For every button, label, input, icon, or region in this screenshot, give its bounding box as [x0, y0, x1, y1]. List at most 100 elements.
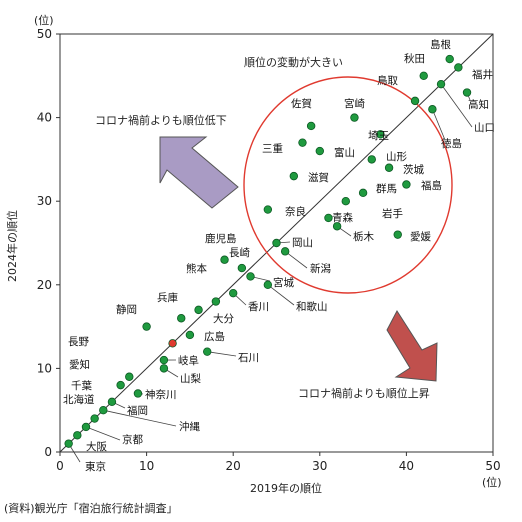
- point-label: 茨城: [403, 163, 424, 176]
- leader-line: [207, 351, 237, 357]
- point-label: 新潟: [310, 262, 331, 275]
- point-label: 三重: [262, 142, 283, 155]
- data-point-香川: [228, 288, 238, 298]
- point-label: 奈良: [285, 205, 306, 218]
- data-point-徳島: [428, 105, 437, 114]
- x-tick-label: 50: [485, 459, 500, 473]
- x-tick-label: 10: [139, 459, 154, 473]
- y-tick-label: 20: [37, 278, 52, 292]
- point-label: 岩手: [382, 207, 403, 220]
- data-point-静岡: [142, 322, 151, 331]
- y-tick-label: 10: [37, 361, 52, 375]
- point-label: 徳島: [441, 137, 462, 150]
- leader-line: [85, 426, 121, 441]
- x-axis-unit: (位): [482, 475, 502, 489]
- source-note: (資料)観光庁「宿泊旅行統計調査」: [4, 501, 178, 515]
- point-label: 長崎: [229, 246, 250, 259]
- data-point-佐賀: [306, 121, 316, 131]
- data-point-愛知: [125, 372, 134, 381]
- data-point-宮城: [246, 272, 255, 281]
- data-point-滋賀: [289, 171, 299, 181]
- data-point-大阪: [73, 431, 82, 440]
- data-point-北海道: [90, 414, 99, 423]
- point-label: 山梨: [180, 372, 201, 385]
- point-label: 鹿児島: [205, 232, 237, 245]
- point-label: 大阪: [86, 440, 107, 453]
- data-point-福島: [402, 180, 411, 189]
- point-label: 兵庫: [157, 291, 178, 304]
- point-label: 佐賀: [291, 97, 312, 110]
- point-label: 岐阜: [178, 354, 199, 367]
- point-label: 和歌山: [296, 300, 328, 313]
- x-tick-label: 0: [56, 459, 64, 473]
- point-label: 富山: [334, 146, 355, 159]
- circle-annotation: 順位の変動が大きい: [244, 55, 343, 69]
- data-point-岡山: [272, 238, 281, 248]
- point-label: 愛媛: [410, 230, 431, 243]
- rank-down-annotation: コロナ禍前よりも順位低下: [95, 113, 227, 127]
- point-label: 山口: [474, 122, 495, 134]
- data-point-長崎: [237, 263, 247, 273]
- data-point-三重: [298, 138, 307, 147]
- data-point-鹿児島: [220, 255, 229, 264]
- data-point-福井: [454, 63, 463, 72]
- y-tick-label: 40: [37, 111, 52, 125]
- data-point-埼玉: [376, 130, 385, 139]
- y-axis-title: 2024年の順位: [5, 210, 19, 282]
- point-label: 滋賀: [308, 171, 329, 184]
- data-point-福岡: [107, 397, 117, 407]
- point-label: 宮城: [273, 276, 294, 289]
- point-label: 東京: [85, 460, 106, 473]
- data-point-熊本: [194, 305, 203, 315]
- point-label: 埼玉: [368, 129, 389, 142]
- data-point-新潟: [280, 247, 290, 256]
- data-point-石川: [203, 347, 212, 356]
- data-point-群馬: [358, 188, 368, 198]
- data-point-山口: [436, 79, 446, 89]
- point-label: 福井: [472, 68, 493, 81]
- point-label: 岡山: [292, 237, 313, 249]
- point-label: 鳥取: [377, 74, 398, 87]
- leader-line: [103, 409, 177, 427]
- data-point-東京: [64, 439, 73, 448]
- data-point-宮崎: [350, 113, 359, 122]
- point-label: 石川: [238, 352, 259, 364]
- large-change-circle: [243, 76, 453, 294]
- point-label: 山形: [386, 151, 407, 163]
- y-axis-unit: (位): [34, 13, 54, 27]
- point-label: 群馬: [376, 182, 397, 195]
- point-label: 広島: [204, 330, 225, 343]
- x-tick-label: 40: [399, 459, 414, 473]
- y-tick-label: 30: [37, 194, 52, 208]
- leader-line: [432, 109, 446, 141]
- leader-line: [267, 284, 295, 306]
- point-label: 栃木: [353, 230, 374, 243]
- point-label: 秋田: [404, 52, 425, 65]
- data-point-島根: [445, 54, 454, 64]
- data-point-愛媛: [393, 230, 402, 239]
- point-label: 愛知: [69, 358, 90, 371]
- x-tick-label: 20: [226, 459, 241, 473]
- data-point-茨城: [384, 163, 394, 172]
- leader-line: [284, 251, 308, 269]
- point-label: 香川: [248, 301, 269, 313]
- point-label: 京都: [122, 433, 143, 446]
- point-label: 沖縄: [179, 420, 200, 433]
- rank-up-annotation: コロナ禍前よりも順位上昇: [298, 386, 430, 400]
- data-point-青森: [324, 213, 333, 223]
- data-point-沖縄: [99, 406, 108, 415]
- point-label: 神奈川: [145, 388, 177, 401]
- leader-line: [440, 83, 473, 128]
- data-point-富山: [315, 146, 324, 156]
- point-label: 熊本: [186, 262, 207, 275]
- point-label: 福岡: [127, 404, 148, 417]
- point-label: 島根: [430, 38, 451, 51]
- rank-up-arrow: [386, 310, 438, 382]
- point-label: 高知: [468, 98, 489, 111]
- data-point-大分: [211, 297, 221, 306]
- data-point-秋田: [419, 71, 428, 80]
- data-point-和歌山: [263, 280, 273, 289]
- point-label: 宮崎: [344, 97, 365, 110]
- plot-frame: [59, 33, 494, 453]
